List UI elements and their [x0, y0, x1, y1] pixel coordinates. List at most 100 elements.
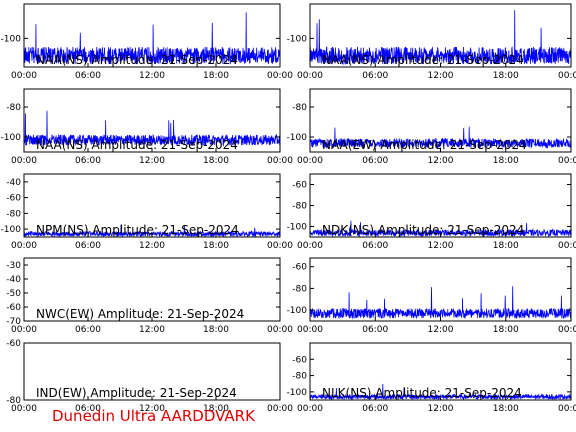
x-tick-label: 06:00 — [362, 404, 388, 414]
x-tick-label: 00:00 — [558, 325, 576, 335]
y-tick-label: -100 — [287, 223, 308, 233]
x-tick-label: 06:00 — [362, 241, 388, 251]
y-tick-label: -80 — [6, 103, 21, 113]
x-tick-label: 00:00 — [297, 404, 323, 414]
panel-3: -100 -80 00:00 06:00 12:00 18:00 00:00 NAA(NS) … — [1, 88, 293, 166]
x-tick-label: 06:00 — [75, 156, 101, 166]
x-tick-label: 00:00 — [558, 156, 576, 166]
panel-title: NAA(EW) Amplitude: 21-Sep-2024 — [322, 138, 527, 152]
panel-8: -100 -80 -60 00:00 06:00 12:00 18:00 00:00 — [287, 257, 576, 335]
amplitude-trace — [23, 224, 281, 238]
panel-7: -70 -60 -50 -40 -30 00:00 06:00 12:00 18:00 00:00… — [6, 257, 293, 335]
panel-title: IND(EW) Amplitude: 21-Sep-2024 — [36, 386, 237, 400]
panel-9: -80 -60 00:00 06:00 12:00 18:00 00:00 IND(EW) A… — [6, 339, 293, 414]
y-tick-label: -100 — [1, 133, 22, 143]
x-tick-label: 00:00 — [297, 71, 323, 81]
panel-title: NAA(NS) Amplitude: 21-Sep-2024 — [36, 138, 238, 152]
y-tick-label: -80 — [292, 284, 307, 294]
y-tick-label: -60 — [6, 339, 21, 349]
x-tick-label: 00:00 — [558, 71, 576, 81]
x-tick-label: 00:00 — [11, 71, 37, 81]
x-tick-label: 12:00 — [139, 156, 165, 166]
panel-2: -100 00:00 06:00 12:00 18:00 00:00 NAA(NS) Amp… — [287, 3, 576, 81]
x-tick-label: 00:00 — [297, 241, 323, 251]
y-tick-label: -50 — [6, 289, 21, 299]
amplitude-trace — [309, 10, 572, 66]
y-tick-label: -100 — [287, 34, 308, 44]
panel-title: NPM(NS) Amplitude: 21-Sep-2024 — [36, 223, 239, 237]
x-tick-label: 12:00 — [428, 325, 454, 335]
y-tick-label: -80 — [292, 202, 307, 212]
x-tick-label: 00:00 — [267, 156, 293, 166]
y-tick-label: -80 — [6, 396, 21, 406]
y-tick-label: -100 — [287, 133, 308, 143]
amplitude-trace — [23, 12, 281, 65]
x-tick-label: 18:00 — [493, 241, 519, 251]
amplitude-trace — [309, 383, 572, 401]
y-tick-label: -30 — [6, 261, 21, 271]
x-tick-label: 12:00 — [428, 404, 454, 414]
x-tick-label: 00:00 — [558, 241, 576, 251]
x-tick-label: 06:00 — [75, 71, 101, 81]
y-tick-label: -40 — [6, 178, 21, 188]
x-tick-label: 00:00 — [11, 241, 37, 251]
y-tick-label: -60 — [292, 181, 307, 191]
x-tick-label: 18:00 — [203, 404, 229, 414]
panel-4: -100 -80 00:00 06:00 12:00 18:00 00:00 NAA(EW) … — [287, 88, 576, 166]
x-tick-label: 00:00 — [267, 404, 293, 414]
x-tick-label: 00:00 — [11, 156, 37, 166]
x-tick-label: 18:00 — [493, 156, 519, 166]
panel-title: NWC(EW) Amplitude: 21-Sep-2024 — [36, 307, 244, 321]
panel-1: -100 00:00 06:00 12:00 18:00 00:00 NAA(NS) Amp… — [1, 3, 293, 81]
x-tick-label: 00:00 — [11, 325, 37, 335]
x-tick-label: 18:00 — [493, 71, 519, 81]
panel-6: -100 -80 -60 00:00 06:00 12:00 18:00 00:00 NDK(N… — [287, 173, 576, 251]
x-tick-label: 12:00 — [428, 241, 454, 251]
y-tick-label: -70 — [6, 317, 21, 327]
y-tick-label: -100 — [287, 388, 308, 398]
x-tick-label: 18:00 — [203, 325, 229, 335]
x-tick-label: 18:00 — [203, 241, 229, 251]
x-tick-label: 12:00 — [139, 325, 165, 335]
y-tick-label: -80 — [292, 372, 307, 382]
x-tick-label: 00:00 — [267, 325, 293, 335]
panel-title: NLK(NS) Amplitude: 21-Sep-2024 — [322, 386, 522, 400]
panel-5: -100 -80 -60 -40 00:00 06:00 12:00 18:00 00:00 NP… — [1, 173, 293, 251]
x-tick-label: 00:00 — [297, 156, 323, 166]
panel-title: NAA(NS) Amplitude: 21-Sep-2024 — [36, 53, 238, 67]
x-tick-label: 06:00 — [75, 404, 101, 414]
y-tick-label: -60 — [6, 194, 21, 204]
panel-title: NDK(NS) Amplitude: 21-Sep-2024 — [322, 223, 524, 237]
x-tick-label: 00:00 — [11, 404, 37, 414]
x-tick-label: 12:00 — [139, 241, 165, 251]
x-tick-label: 18:00 — [203, 156, 229, 166]
x-tick-label: 06:00 — [362, 325, 388, 335]
x-tick-label: 06:00 — [75, 325, 101, 335]
y-tick-label: -80 — [6, 209, 21, 219]
x-tick-label: 12:00 — [428, 71, 454, 81]
x-tick-label: 00:00 — [267, 241, 293, 251]
x-tick-label: 18:00 — [493, 404, 519, 414]
y-tick-label: -60 — [6, 303, 21, 313]
x-tick-label: 12:00 — [139, 404, 165, 414]
panel-title: NAA(NS) Amplitude: 21-Sep-2024 — [322, 53, 524, 67]
x-tick-label: 18:00 — [203, 71, 229, 81]
panel-10: -100 -80 -60 00:00 06:00 12:00 18:00 00:00 NLK(N… — [287, 342, 576, 414]
amplitude-trace — [309, 126, 572, 149]
x-tick-label: 06:00 — [362, 71, 388, 81]
y-tick-label: -100 — [1, 225, 22, 235]
x-tick-label: 06:00 — [362, 156, 388, 166]
y-tick-label: -60 — [292, 355, 307, 365]
x-tick-label: 00:00 — [297, 325, 323, 335]
x-tick-label: 00:00 — [558, 404, 576, 414]
y-tick-label: -80 — [292, 103, 307, 113]
x-tick-label: 12:00 — [428, 156, 454, 166]
x-tick-label: 12:00 — [139, 71, 165, 81]
x-tick-label: 18:00 — [493, 325, 519, 335]
y-tick-label: -100 — [1, 34, 22, 44]
y-tick-label: -60 — [292, 263, 307, 273]
amplitude-trace — [309, 286, 572, 320]
footer-label: Dunedin Ultra AARDDVARK — [52, 407, 255, 425]
y-tick-label: -100 — [287, 306, 308, 316]
